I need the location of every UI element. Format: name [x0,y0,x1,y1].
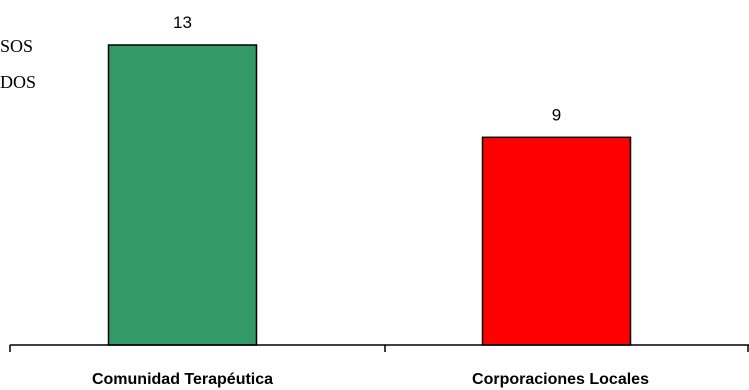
category-label-2: Corporaciones Locales [472,371,649,388]
bar-1 [107,44,258,346]
legend-fragment-2: DOS [0,72,37,92]
bar-2 [481,136,632,346]
legend-fragment-1: SOS [0,36,34,56]
category-label-1: Comunidad Terapéutica [92,371,273,388]
data-label-1: 13 [173,13,192,32]
data-label-2: 9 [552,105,561,124]
